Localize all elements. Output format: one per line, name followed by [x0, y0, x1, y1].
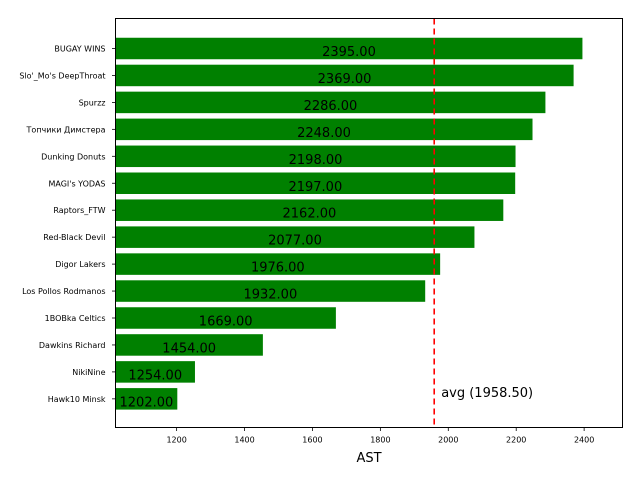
bar — [115, 199, 504, 221]
bar — [115, 64, 574, 87]
bar-value-label: 1976.00 — [251, 261, 305, 276]
bar-value-label: 2198.00 — [289, 153, 343, 168]
y-tick-label: Los Pollos Rodmanos — [22, 287, 105, 296]
average-label: avg (1958.50) — [441, 386, 533, 401]
bar — [115, 226, 475, 248]
bar-value-label: 1669.00 — [199, 315, 253, 330]
bar — [115, 253, 441, 275]
x-tick-label: 1400 — [234, 436, 254, 445]
y-tick-label: Dunking Donuts — [41, 152, 105, 161]
bars-group — [115, 37, 583, 410]
bar — [115, 307, 336, 329]
y-tick-label: Spurzz — [79, 98, 106, 107]
y-tick-label: Slo'_Mo's DeepThroat — [19, 71, 105, 80]
bar-value-label: 1202.00 — [120, 395, 174, 410]
bar — [115, 361, 195, 383]
y-tick-label: Red-Black Devil — [43, 233, 105, 242]
x-axis: 1200 1400 1600 1800 2000 2200 2400 — [166, 427, 594, 445]
x-tick-label: 2000 — [438, 436, 458, 445]
bar — [115, 388, 178, 410]
bar-value-label: 2077.00 — [268, 234, 322, 249]
bar-value-label: 2395.00 — [322, 45, 376, 60]
bar — [115, 37, 583, 60]
bar-value-label: 2197.00 — [288, 180, 342, 195]
y-tick-label: NikiNine — [72, 368, 105, 377]
bar — [115, 172, 516, 194]
bar-value-label: 1254.00 — [128, 368, 182, 383]
bar — [115, 145, 516, 168]
bar — [115, 91, 546, 114]
y-tick-label: MAGI's YODAS — [48, 179, 105, 188]
bar — [115, 118, 533, 141]
y-tick-label: Raptors_FTW — [53, 206, 105, 215]
bar — [115, 280, 426, 302]
y-tick-label: Digor Lakers — [55, 260, 105, 269]
x-tick-label: 2200 — [506, 436, 526, 445]
bar — [115, 334, 263, 356]
bar-value-label: 1932.00 — [243, 288, 297, 303]
y-tick-label: Топчики Димстера — [26, 125, 106, 134]
x-axis-label: AST — [356, 451, 381, 466]
y-tick-label: 1BOBka Celtics — [45, 314, 106, 323]
bar-value-label: 2369.00 — [318, 72, 372, 87]
y-axis: BUGAY WINS Slo'_Mo's DeepThroat Spurzz Топч… — [19, 45, 116, 404]
bar-value-label: 1454.00 — [162, 341, 216, 356]
x-tick-label: 1200 — [166, 436, 186, 445]
x-tick-label: 1800 — [370, 436, 390, 445]
bar-value-label: 2286.00 — [304, 99, 358, 114]
y-tick-label: Hawk10 Minsk — [48, 395, 106, 404]
x-tick-label: 2400 — [574, 436, 594, 445]
value-labels-group: 2395.00 2369.00 2286.00 2248.00 2198.00 2197.… — [120, 45, 376, 410]
x-tick-label: 1600 — [302, 436, 322, 445]
bar-value-label: 2162.00 — [283, 207, 337, 222]
y-tick-label: BUGAY WINS — [54, 45, 105, 54]
bar-value-label: 2248.00 — [297, 126, 351, 141]
plot-frame — [115, 18, 623, 428]
y-tick-label: Dawkins Richard — [39, 341, 106, 350]
